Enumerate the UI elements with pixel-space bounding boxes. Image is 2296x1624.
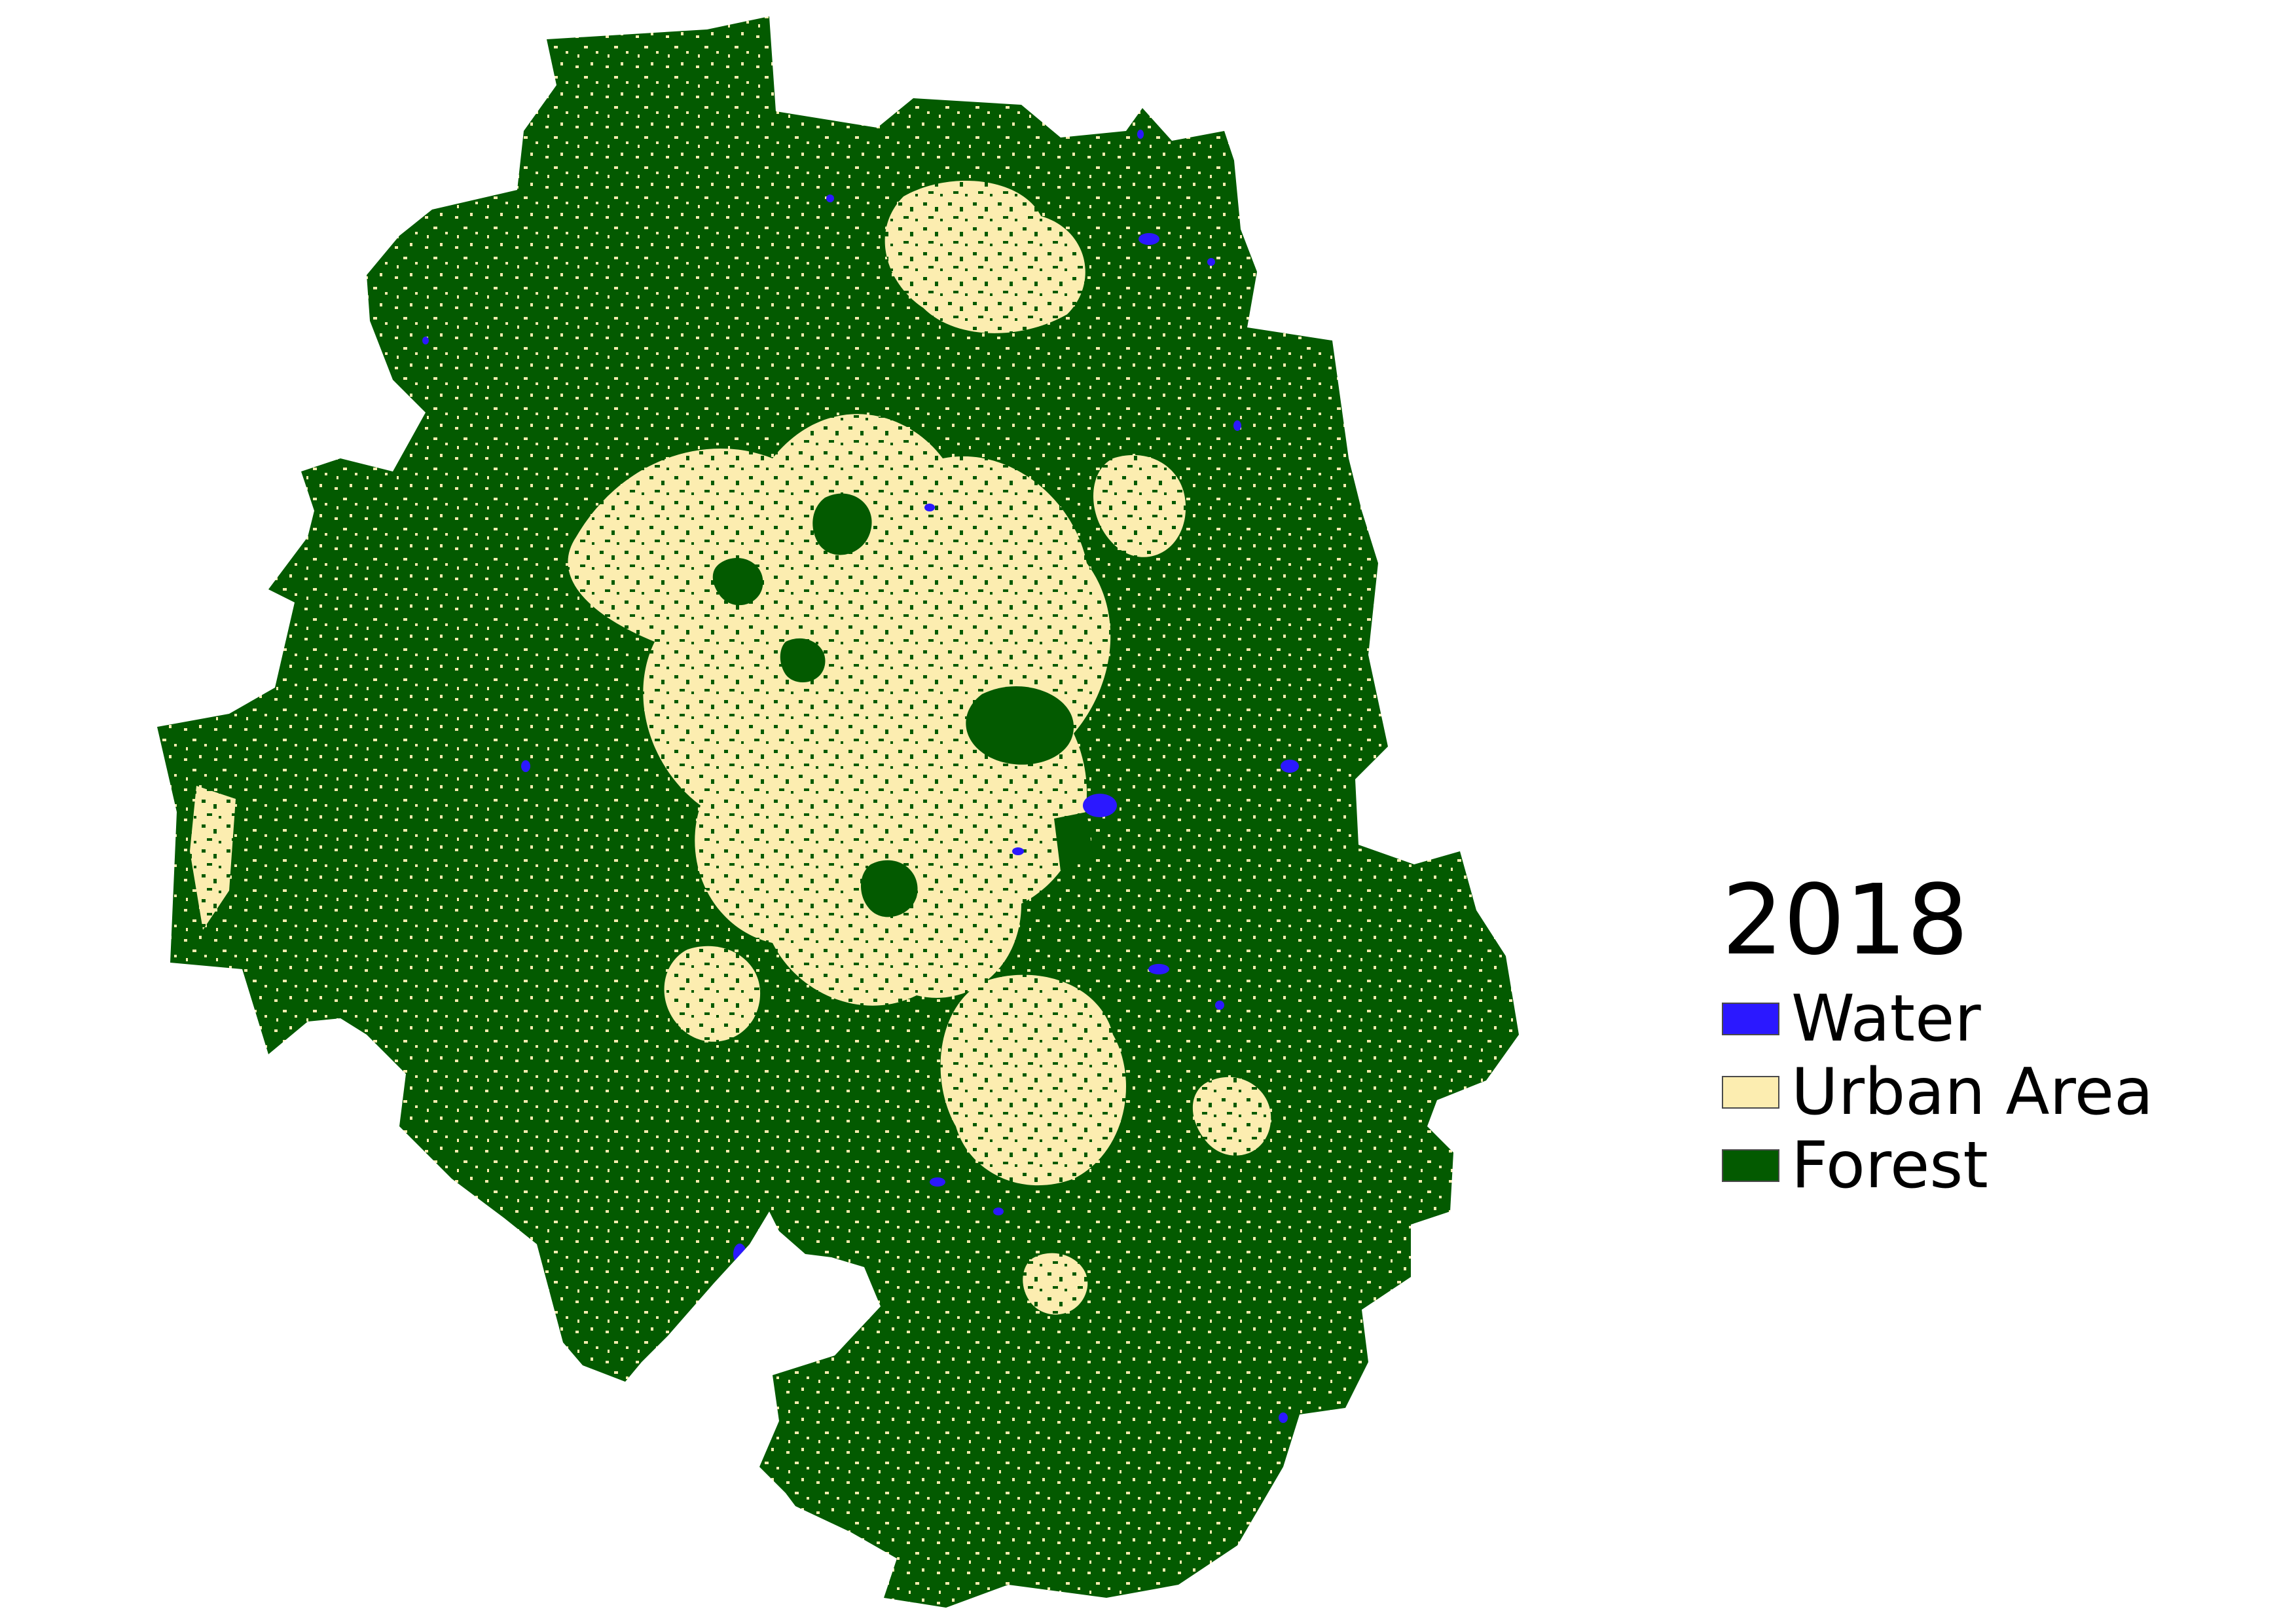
water-lake	[521, 760, 530, 772]
water-lake	[1341, 1424, 1349, 1431]
legend-label-water: Water	[1791, 982, 1981, 1056]
legend-item-urban-area: Urban Area	[1722, 1056, 2153, 1129]
legend-item-forest: Forest	[1722, 1129, 2153, 1202]
water-lake	[1215, 1001, 1224, 1010]
forest-swatch-icon	[1722, 1149, 1779, 1182]
water-lake	[733, 1244, 746, 1264]
water-bodies	[422, 130, 1349, 1431]
water-lake	[1148, 964, 1169, 974]
forest-patches-in-urban	[712, 493, 1093, 917]
legend-item-water: Water	[1722, 982, 2153, 1056]
water-lake	[1207, 258, 1215, 266]
water-lake	[422, 337, 429, 344]
water-lake	[1083, 794, 1117, 817]
legend-label-forest: Forest	[1791, 1128, 1988, 1203]
urban-area	[190, 181, 1271, 1315]
urban-area-swatch-icon	[1722, 1076, 1779, 1109]
water-lake	[930, 1177, 945, 1187]
water-lake	[1012, 847, 1024, 855]
water-lake	[1137, 130, 1144, 139]
legend-label-urban-area: Urban Area	[1791, 1055, 2154, 1130]
map-legend: 2018 Water Urban Area Forest	[1722, 864, 2153, 1202]
water-lake	[1281, 760, 1299, 773]
water-lake	[1139, 233, 1159, 245]
water-lake	[1279, 1412, 1288, 1423]
water-lake	[993, 1208, 1004, 1215]
water-swatch-icon	[1722, 1003, 1779, 1035]
water-lake	[924, 504, 935, 511]
legend-title: 2018	[1722, 864, 1969, 976]
water-lake	[826, 194, 834, 202]
water-lake	[1233, 420, 1241, 431]
